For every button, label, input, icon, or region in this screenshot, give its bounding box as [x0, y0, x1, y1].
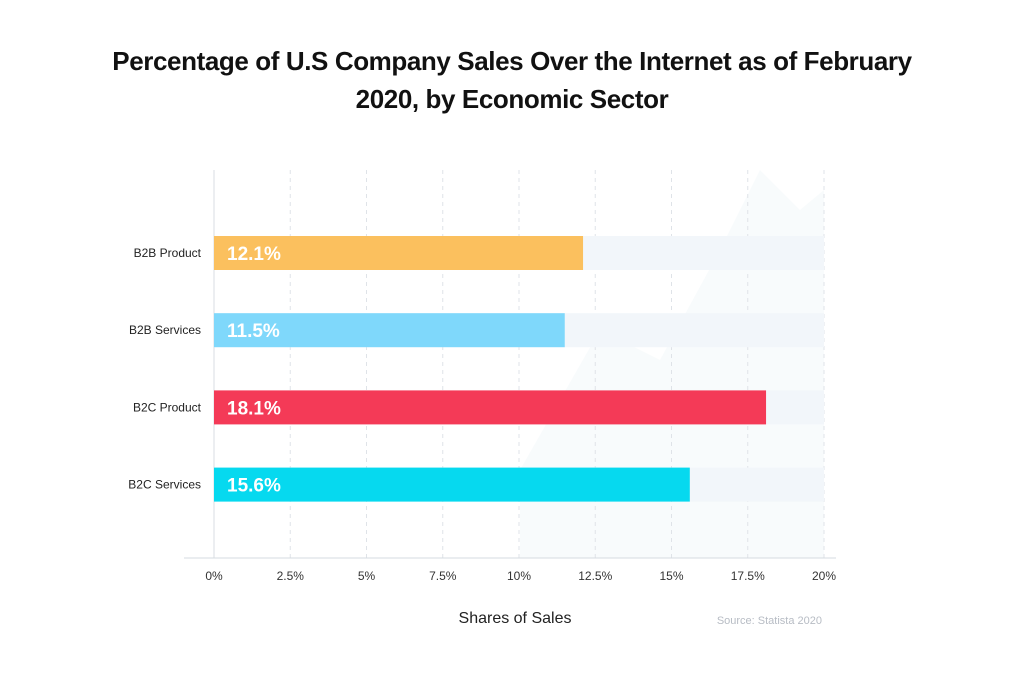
category-label: B2C Services [128, 478, 201, 492]
bar [214, 313, 565, 348]
bar-value-label: 12.1% [227, 244, 281, 265]
x-tick-label: 2.5% [277, 569, 305, 583]
x-tick-label: 7.5% [429, 569, 457, 583]
x-tick-label: 12.5% [578, 569, 612, 583]
bar-value-label: 18.1% [227, 398, 281, 419]
chart-title: Percentage of U.S Company Sales Over the… [112, 46, 912, 114]
x-tick-label: 20% [812, 569, 836, 583]
x-axis-label: Shares of Sales [458, 610, 572, 627]
bar-value-label: 11.5% [227, 321, 280, 342]
x-tick-label: 0% [205, 569, 223, 583]
x-tick-label: 15% [659, 569, 683, 583]
bar [214, 236, 584, 270]
value-labels: 12.1% 11.5% 18.1% 15.6% [227, 244, 281, 497]
x-tick-label: 5% [358, 569, 376, 583]
source-note: Source: Statista 2020 [716, 615, 822, 627]
x-tick-label: 17.5% [731, 569, 765, 583]
category-label: B2C Product [133, 400, 202, 414]
category-label: B2B Product [134, 246, 202, 260]
x-tick-label: 10% [507, 569, 531, 583]
tick-labels: 0% 2.5% 5% 7.5% 10% 12.5% 15% 17.5% 20% [205, 569, 836, 583]
bars [214, 236, 767, 502]
bar [214, 390, 767, 425]
bar [214, 467, 690, 502]
bar-value-label: 15.6% [227, 476, 281, 497]
category-labels: B2B Product B2B Services B2C Product B2C Se… [128, 246, 201, 492]
category-label: B2B Services [129, 323, 201, 337]
